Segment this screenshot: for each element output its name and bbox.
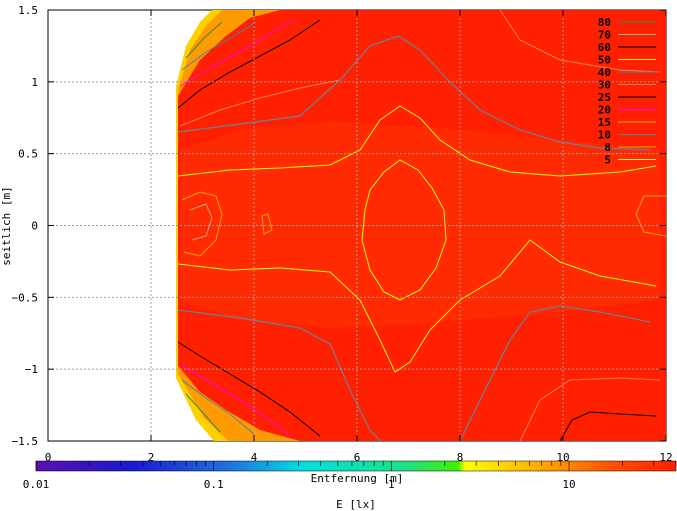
contour-line-60-right [559, 411, 657, 441]
contour-line-30-upper [179, 79, 341, 127]
contour-line-20-lower [179, 363, 291, 437]
colorbar-tick-label: 1 [388, 478, 395, 491]
x-tick-label: 2 [148, 451, 155, 464]
legend-label: 80 [598, 16, 611, 29]
y-tick-label: −1.5 [12, 435, 39, 448]
contour-line-8-spot [261, 213, 273, 235]
contour-edge-teeth-bottom [380, 441, 662, 447]
contour-line-5-bottom [177, 239, 657, 373]
contour-line-15-left [189, 203, 213, 241]
legend-label: 10 [598, 129, 611, 142]
y-tick-label: 1 [31, 76, 38, 89]
y-tick-label: −0.5 [12, 291, 39, 304]
legend-label: 50 [598, 54, 611, 67]
contour-line-30-top [499, 10, 661, 73]
x-axis-label: Entfernung [m] [311, 472, 404, 485]
legend-label: 15 [598, 116, 611, 129]
contour-line-10-bottom [177, 305, 651, 441]
contour-edge-teeth [300, 4, 576, 10]
contour-line-80-upper [185, 21, 223, 59]
x-tick-label: 8 [457, 451, 464, 464]
colorbar-label: E [lx] [336, 498, 376, 511]
y-tick-label: 0 [31, 220, 38, 233]
colorbar-ticks: 0.01 0.1 1 10 [23, 461, 677, 491]
legend-label: 60 [598, 41, 611, 54]
x-tick-label: 4 [251, 451, 258, 464]
x-tick-label: 6 [354, 451, 361, 464]
contour-line-5-top [177, 105, 657, 177]
legend-label: 70 [598, 29, 611, 42]
contour-line-5-center [361, 159, 447, 301]
contour-line-80-lower [185, 393, 221, 433]
colorbar-tick-label: 0.1 [204, 478, 224, 491]
contour-line-60-upper [177, 19, 321, 109]
y-tick-label: −1 [25, 363, 38, 376]
y-axis-label: seitlich [m] [0, 186, 13, 265]
legend-label: 40 [598, 66, 611, 79]
y-tick-label: 1.5 [18, 4, 38, 17]
contour-line-30-right [519, 377, 661, 441]
contour-line-8-left [181, 191, 223, 257]
legend-label: 8 [604, 141, 611, 154]
contour-line-40-lower [181, 379, 255, 435]
contour-line-60-lower [177, 341, 321, 437]
colorbar-tick-label: 10 [562, 478, 575, 491]
colorbar [35, 460, 677, 472]
contour-line-40-upper [181, 21, 257, 71]
legend-label: 5 [604, 154, 611, 167]
colorbar-tick-label: 0.01 [23, 478, 50, 491]
legend-label: 20 [598, 104, 611, 117]
y-tick-label: 0.5 [18, 148, 38, 161]
contour-line-20-upper [179, 17, 296, 87]
contour-line-10-top [177, 35, 651, 151]
legend-label: 30 [598, 79, 611, 92]
grid-lines [48, 10, 666, 441]
x-tick-label: 0 [45, 451, 52, 464]
legend-label: 25 [598, 91, 611, 104]
y-axis-ticks: −1.5 −1 −0.5 0 0.5 1 1.5 [12, 4, 666, 448]
contour-line-8-right [635, 195, 666, 237]
